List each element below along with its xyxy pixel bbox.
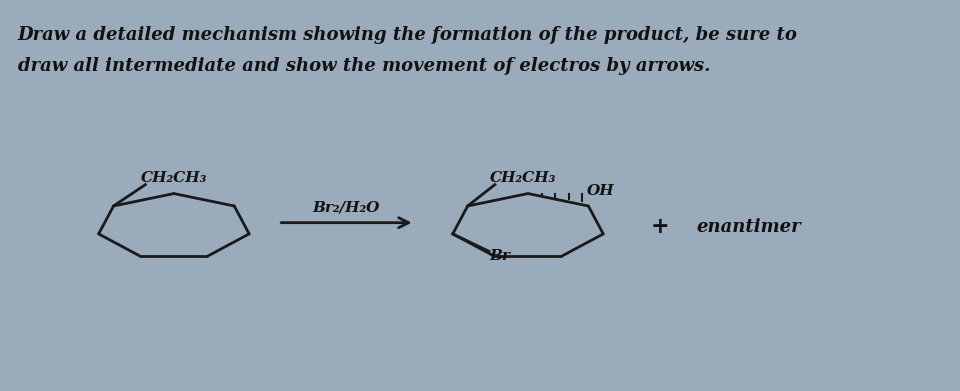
Text: CH₂CH₃: CH₂CH₃ bbox=[141, 170, 207, 185]
Text: Draw a detailed mechanism showing the formation of the product, be sure to: Draw a detailed mechanism showing the fo… bbox=[17, 26, 798, 44]
Text: draw all intermediate and show the movement of electros by arrows.: draw all intermediate and show the movem… bbox=[17, 57, 710, 75]
Text: +: + bbox=[650, 215, 669, 238]
Text: Br: Br bbox=[489, 249, 510, 263]
Text: OH: OH bbox=[587, 185, 614, 199]
Text: Br₂/H₂O: Br₂/H₂O bbox=[313, 200, 380, 214]
Text: enantimer: enantimer bbox=[696, 217, 801, 235]
Text: CH₂CH₃: CH₂CH₃ bbox=[491, 170, 557, 185]
